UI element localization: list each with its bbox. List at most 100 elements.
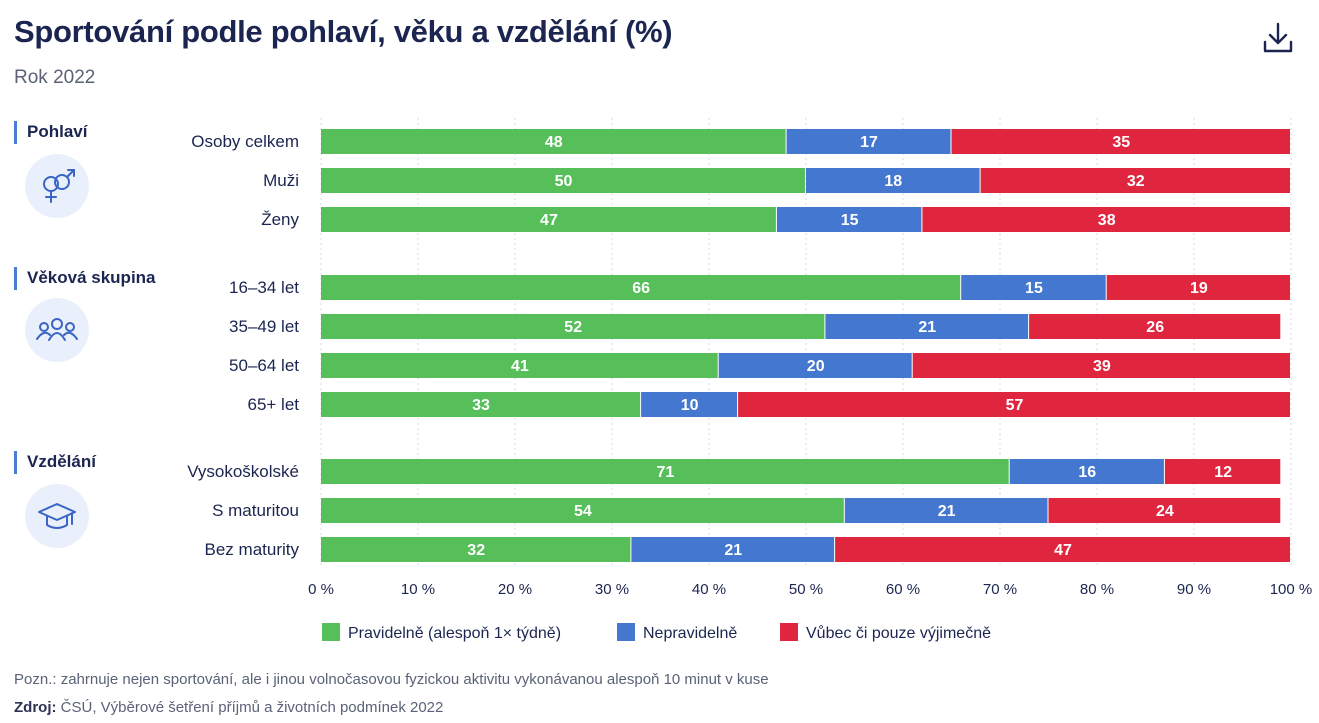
group-label: Vzdělání (27, 452, 97, 471)
bar-segment (321, 392, 641, 417)
bar-segment (1029, 314, 1281, 339)
bar-segment (951, 129, 1290, 154)
x-tick-label: 80 % (1080, 581, 1114, 598)
x-tick-label: 70 % (983, 581, 1017, 598)
bar-segment (806, 168, 980, 193)
x-tick-label: 0 % (308, 581, 334, 598)
x-tick-label: 40 % (692, 581, 726, 598)
data-label: 39 (1093, 358, 1111, 375)
category-label: Osoby celkem (191, 132, 299, 151)
bar-segment (321, 353, 718, 378)
data-label: 66 (632, 280, 650, 297)
bar-segment (825, 314, 1029, 339)
data-label: 16 (1078, 464, 1096, 481)
category-label: S maturitou (212, 501, 299, 520)
download-icon[interactable] (1260, 20, 1296, 56)
data-label: 38 (1098, 212, 1116, 229)
bar-segment (1164, 459, 1281, 484)
data-label: 32 (1127, 173, 1145, 190)
group-label: Pohlaví (27, 122, 89, 141)
data-label: 50 (555, 173, 573, 190)
legend-label: Pravidelně (alespoň 1× týdně) (348, 625, 561, 642)
group-label: Věková skupina (27, 268, 156, 287)
data-label: 15 (841, 212, 859, 229)
source-text: ČSÚ, Výběrové šetření příjmů a životních… (56, 699, 444, 716)
data-label: 26 (1146, 319, 1164, 336)
data-label: 10 (681, 397, 699, 414)
bar-segment (980, 168, 1290, 193)
x-tick-label: 50 % (789, 581, 823, 598)
data-label: 21 (938, 503, 956, 520)
data-label: 33 (472, 397, 490, 414)
data-label: 71 (656, 464, 674, 481)
bar-segment (922, 207, 1290, 232)
x-tick-label: 10 % (401, 581, 435, 598)
category-label: 50–64 let (229, 356, 299, 375)
group-accent-bar (14, 267, 17, 290)
bar-segment (321, 314, 825, 339)
data-label: 41 (511, 358, 529, 375)
data-label: 57 (1006, 397, 1024, 414)
chart-subtitle: Rok 2022 (14, 67, 96, 88)
bar-segment (718, 353, 912, 378)
x-tick-label: 60 % (886, 581, 920, 598)
bar-segment (961, 275, 1106, 300)
bar-segment (786, 129, 951, 154)
x-tick-label: 90 % (1177, 581, 1211, 598)
data-label: 32 (467, 542, 485, 559)
bar-segment (321, 537, 631, 562)
category-label: 16–34 let (229, 278, 299, 297)
chart-title: Sportování podle pohlaví, věku a vzdělán… (14, 14, 673, 49)
bar-segment (738, 392, 1290, 417)
data-label: 54 (574, 503, 592, 520)
x-tick-label: 100 % (1270, 581, 1313, 598)
category-label: 35–49 let (229, 317, 299, 336)
graduation-cap-icon-bg (25, 484, 89, 548)
bar-segment (321, 275, 961, 300)
legend-label: Vůbec či pouze výjimečně (806, 624, 991, 642)
bar-segment (321, 207, 776, 232)
group-accent-bar (14, 451, 17, 474)
data-label: 47 (1054, 542, 1072, 559)
data-label: 21 (918, 319, 936, 336)
category-label: 65+ let (247, 395, 299, 414)
source-label: Zdroj: (14, 699, 57, 716)
data-label: 19 (1190, 280, 1208, 297)
data-label: 20 (807, 358, 825, 375)
data-label: 48 (545, 134, 563, 151)
footnote: Pozn.: zahrnuje nejen sportování, ale i … (14, 671, 769, 688)
people-group-icon (36, 318, 78, 341)
data-label: 18 (884, 173, 902, 190)
group-accent-bar (14, 121, 17, 144)
data-label: 52 (564, 319, 582, 336)
data-label: 21 (724, 542, 742, 559)
legend-swatch (780, 623, 798, 641)
bar-segment (1048, 498, 1281, 523)
bar-segment (912, 353, 1290, 378)
legend-swatch (322, 623, 340, 641)
data-label: 35 (1112, 134, 1130, 151)
data-label: 12 (1214, 464, 1232, 481)
category-label: Muži (263, 171, 299, 190)
legend-swatch (617, 623, 635, 641)
data-label: 17 (860, 134, 878, 151)
bar-segment (641, 392, 738, 417)
bar-segment (1009, 459, 1164, 484)
x-tick-label: 30 % (595, 581, 629, 598)
source-line: Zdroj: ČSÚ, Výběrové šetření příjmů a ži… (14, 699, 443, 716)
legend-label: Nepravidelně (643, 625, 737, 642)
category-label: Bez maturity (205, 540, 300, 559)
category-label: Ženy (261, 210, 299, 229)
bar-segment (321, 498, 844, 523)
graduation-cap-icon (38, 503, 76, 529)
stacked-bar-chart: 0 % 10 % 20 % 30 % 40 % 50 % 60 % 70 % 80 % 90 % 1… (14, 118, 1313, 642)
category-label: Vysokoškolské (187, 462, 299, 481)
gender-icon (43, 169, 75, 203)
bar-segment (321, 459, 1009, 484)
bar-segment (844, 498, 1048, 523)
bar-segment (1106, 275, 1290, 300)
bar-segment (776, 207, 922, 232)
bar-segment (631, 537, 835, 562)
data-label: 15 (1025, 280, 1043, 297)
x-tick-label: 20 % (498, 581, 532, 598)
